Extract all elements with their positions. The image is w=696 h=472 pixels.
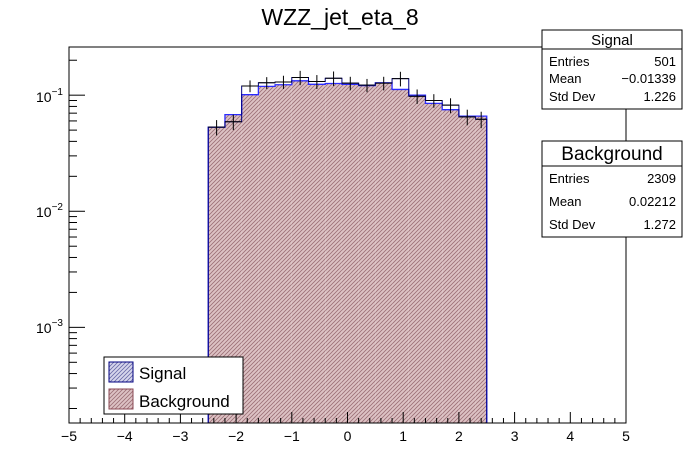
x-tick-label: −5 [61,428,77,444]
x-tick-label: 2 [455,428,463,444]
y-tick-label-1e-1: 10−1 [36,87,63,105]
legend-swatch-background [108,388,134,410]
background-bar [291,80,309,424]
background-bar [358,85,376,424]
background-bar [258,86,276,424]
legend-swatch-signal [108,361,134,383]
legend-label-background: Background [139,392,230,411]
background-histogram [208,80,487,424]
x-tick-label: 4 [566,428,574,444]
signal-stddev-value: 1.226 [643,89,676,104]
background-bar [224,114,242,423]
x-tick-label: 5 [622,428,630,444]
background-entries-value: 2309 [647,171,676,186]
background-bar [442,109,459,423]
x-tick-label: −4 [117,428,133,444]
background-bar [392,89,409,423]
x-tick-label: 0 [344,428,352,444]
background-entries-label: Entries [549,171,590,186]
background-stddev-label: Std Dev [549,217,596,232]
background-stats-title: Background [561,144,662,165]
x-tick-label: −1 [284,428,300,444]
background-bar [325,83,342,423]
background-bar [308,84,326,424]
background-bar [275,84,292,423]
signal-error-bars [208,70,487,136]
background-bar [375,82,393,423]
signal-mean-label: Mean [549,71,582,86]
background-mean-value: 0.02212 [629,194,676,209]
x-tick-label: 1 [399,428,407,444]
background-bar [475,116,487,424]
background-bar [425,103,443,423]
background-stddev-value: 1.272 [643,217,676,232]
signal-entries-value: 501 [654,54,676,69]
y-axis: 10−3 10−2 10−1 [36,59,85,409]
x-tick-label: 3 [511,428,519,444]
y-tick-label-1e-3: 10−3 [36,318,63,336]
signal-mean-value: −0.01339 [621,71,676,86]
x-tick-label: −2 [228,428,244,444]
background-mean-label: Mean [549,194,582,209]
x-axis: −5 −4 −3 −2 −1 0 1 2 3 4 5 [61,412,630,444]
signal-stddev-label: Std Dev [549,89,596,104]
signal-stats-title: Signal [591,32,633,49]
signal-entries-label: Entries [549,54,590,69]
background-bar [408,95,426,424]
background-bar [208,127,225,423]
background-stats-box: Background Entries 2309 Mean 0.02212 Std… [541,140,683,238]
chart-title: WZZ_jet_eta_8 [261,4,418,30]
legend-label-signal: Signal [139,364,186,383]
legend: Signal Background [103,356,244,415]
signal-stats-box: Signal Entries 501 Mean −0.01339 Std Dev… [541,29,683,110]
y-tick-label-1e-2: 10−2 [36,202,63,220]
background-bar [341,84,359,424]
background-bar [241,94,259,423]
x-tick-label: −3 [172,428,188,444]
background-bar [458,116,476,424]
